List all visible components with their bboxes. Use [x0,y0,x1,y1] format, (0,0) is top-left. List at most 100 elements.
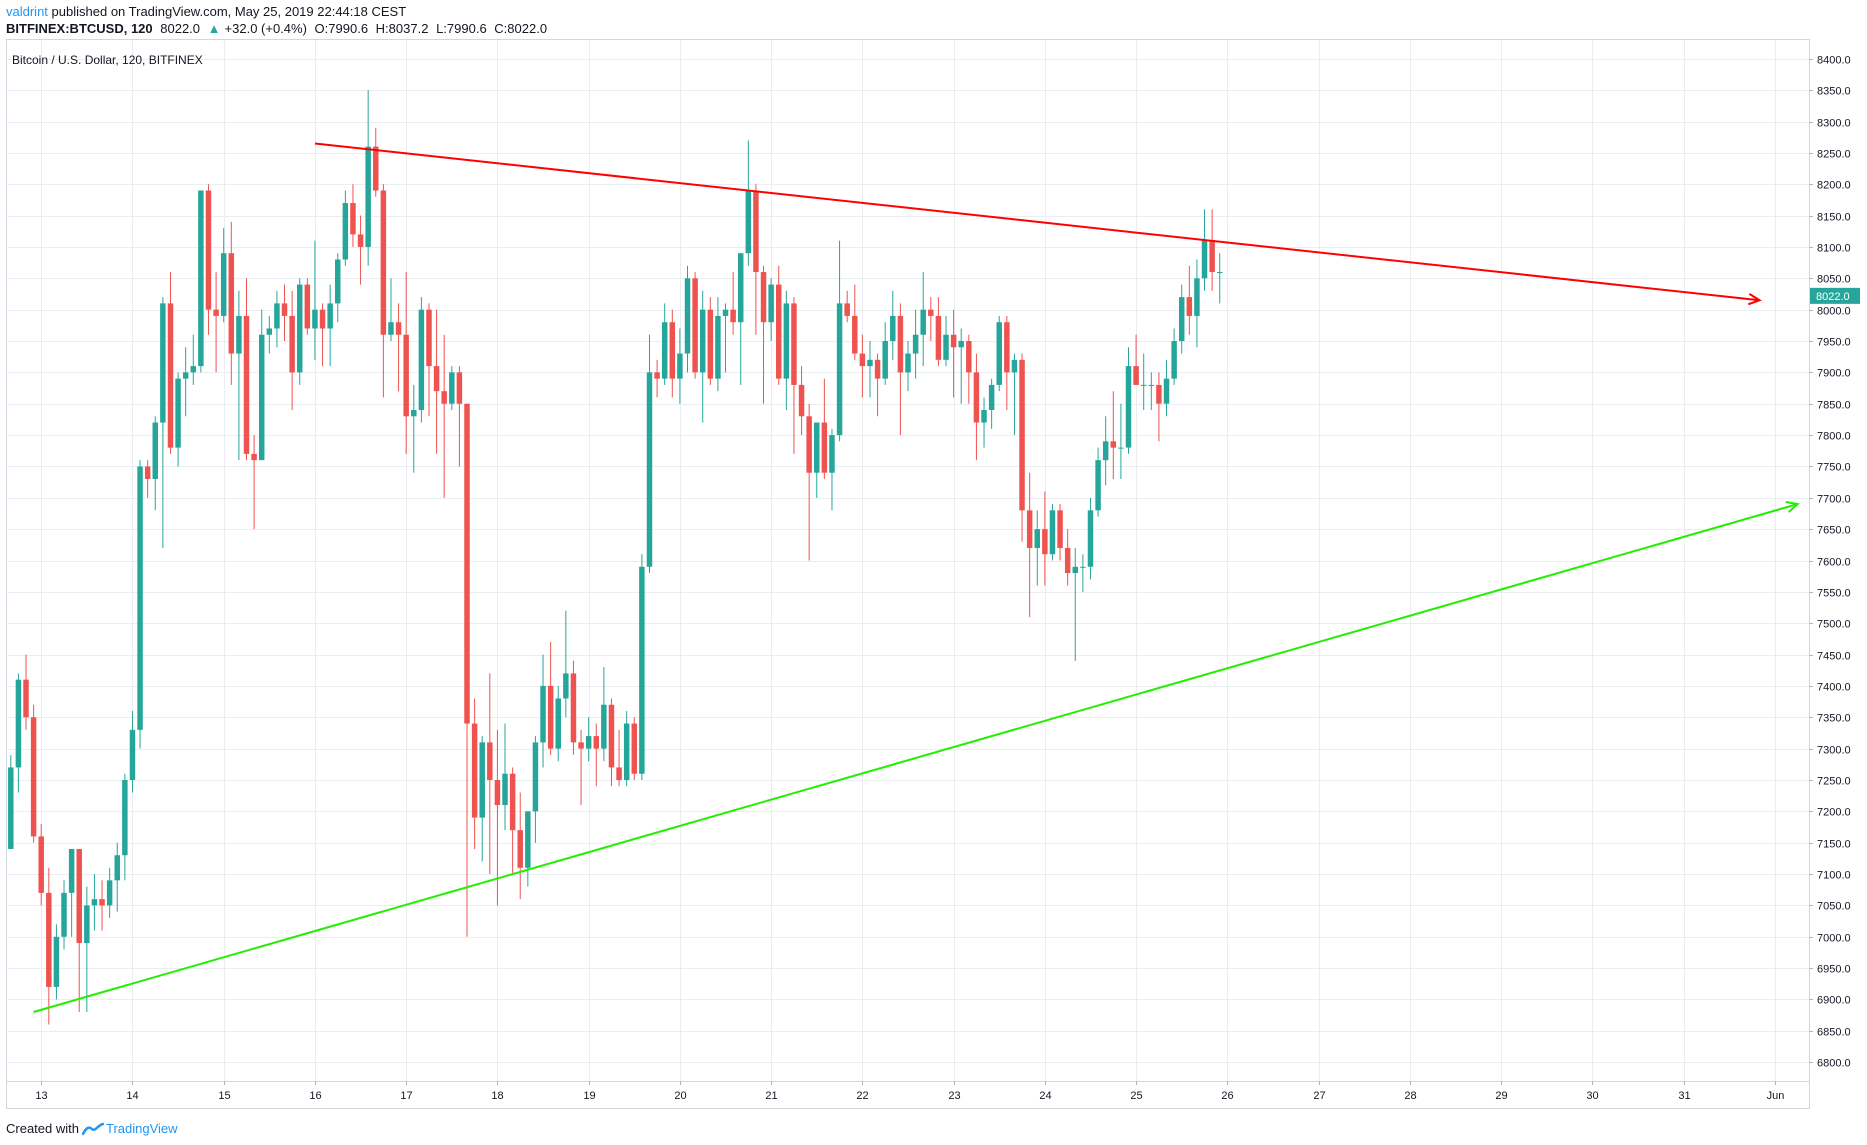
time-tick-label: 24 [1039,1090,1051,1102]
candle-body [182,372,189,379]
time-tick-label: 20 [674,1090,686,1102]
price-tick-label: 7050.0 [1817,901,1851,913]
candles [8,90,1223,1025]
candle-body [1042,529,1048,555]
price-tick-label: 7450.0 [1817,651,1851,663]
price-tick-label: 7650.0 [1817,525,1851,537]
chart-frame [6,39,1810,1109]
candle-body [456,372,463,404]
price-tick-label: 8000.0 [1817,306,1851,318]
price-tick-label: 7900.0 [1817,368,1851,380]
candle-body [274,303,280,329]
candle-body [91,899,98,906]
candle-body [190,366,197,373]
price-tick-label: 8200.0 [1817,180,1851,192]
price-tick-label: 7850.0 [1817,400,1851,412]
candle-body [84,905,90,944]
time-tick-label: 17 [400,1090,412,1102]
candle-body [707,309,714,379]
candle-body [981,409,987,423]
candle-body [1133,366,1139,385]
candle-body [776,284,782,379]
candle-body [167,303,174,448]
time-tick-label: 27 [1313,1090,1325,1102]
time-tick-label: 13 [35,1090,47,1102]
candle-body [137,466,143,730]
price-tick-label: 7000.0 [1817,933,1851,945]
candle-body [99,899,105,906]
candle-body [441,391,447,404]
candle-body [380,190,387,335]
candle-body [46,892,52,987]
candle-body [1194,278,1200,316]
candle-body [289,315,295,373]
price-tick-label: 7100.0 [1817,870,1851,882]
candle-body [760,272,767,323]
candle-body [160,303,166,423]
candle-body [426,309,432,367]
candle-body [1034,529,1040,548]
candle-body [30,717,37,837]
candle-body [943,334,949,360]
candle-body [342,203,349,260]
time-tick-label: Jun [1767,1090,1785,1102]
price-axis[interactable]: 6800.0 6850.0 6900.0 6950.0 7000.0 7050.0 7100… [1809,55,1851,1070]
price-tick-label: 8050.0 [1817,274,1851,286]
candle-body [509,773,516,831]
tradingview-link[interactable]: TradingView [81,1121,178,1136]
author-link[interactable]: valdrint [6,4,48,19]
last-price: 8022.0 [160,21,201,36]
candle-body [350,203,356,235]
quote-line: BITFINEX:BTCUSD, 120 8022.0 ▲ +32.0 (+0.4… [6,21,551,36]
candle-body [1110,441,1117,448]
candle-body [1026,510,1033,548]
candle-body [1201,240,1208,279]
publish-info: valdrint published on TradingView.com, M… [6,4,406,19]
grid-lines [7,40,1809,1081]
candle-body [251,453,257,461]
candle-body [829,435,835,473]
candle-body [23,679,29,718]
candle-body [897,315,904,373]
candle-body [494,779,501,806]
tradingview-brand: TradingView [105,1121,178,1136]
price-tick-label: 6850.0 [1817,1027,1851,1039]
candle-body [1171,341,1177,379]
chart-title: Bitcoin / U.S. Dollar, 120, BITFINEX [12,53,203,67]
candle-body [737,253,744,323]
candle-body [220,253,227,316]
candle-body [1178,297,1185,342]
price-tick-label: 8100.0 [1817,243,1851,255]
time-axis[interactable]: 13 14 15 16 17 18 19 20 21 22 23 24 25 26 27 28 29 30 31 Ju… [35,1081,1784,1102]
candle-body [958,341,964,348]
candle-body [996,322,1002,385]
price-tick-label: 6900.0 [1817,995,1851,1007]
candle-body [373,146,379,191]
candle-body [806,416,812,473]
high-value: 8037.2 [388,21,429,36]
candle-body [844,303,850,316]
last-price-badge-bg [1810,287,1860,304]
time-tick-label: 31 [1678,1090,1690,1102]
price-tick-label: 7550.0 [1817,588,1851,600]
candle-body [935,315,942,360]
last-price-badge-text: 8022.0 [1816,291,1850,303]
candle-body [61,892,67,937]
candle-body [684,278,691,354]
price-tick-label: 7950.0 [1817,337,1851,349]
candle-body [1125,366,1132,448]
candle-body [814,422,820,473]
candle-body [1156,384,1162,404]
candle-body [1209,240,1215,273]
candle-body [1095,460,1101,511]
candle-body [928,309,934,316]
candle-body [859,353,866,367]
candle-body [114,855,120,881]
price-tick-label: 7750.0 [1817,462,1851,474]
candle-body [76,848,82,944]
candle-body [449,372,455,404]
created-with-text: Created with [6,1121,79,1136]
time-tick-label: 25 [1130,1090,1142,1102]
price-tick-label: 7500.0 [1817,619,1851,631]
